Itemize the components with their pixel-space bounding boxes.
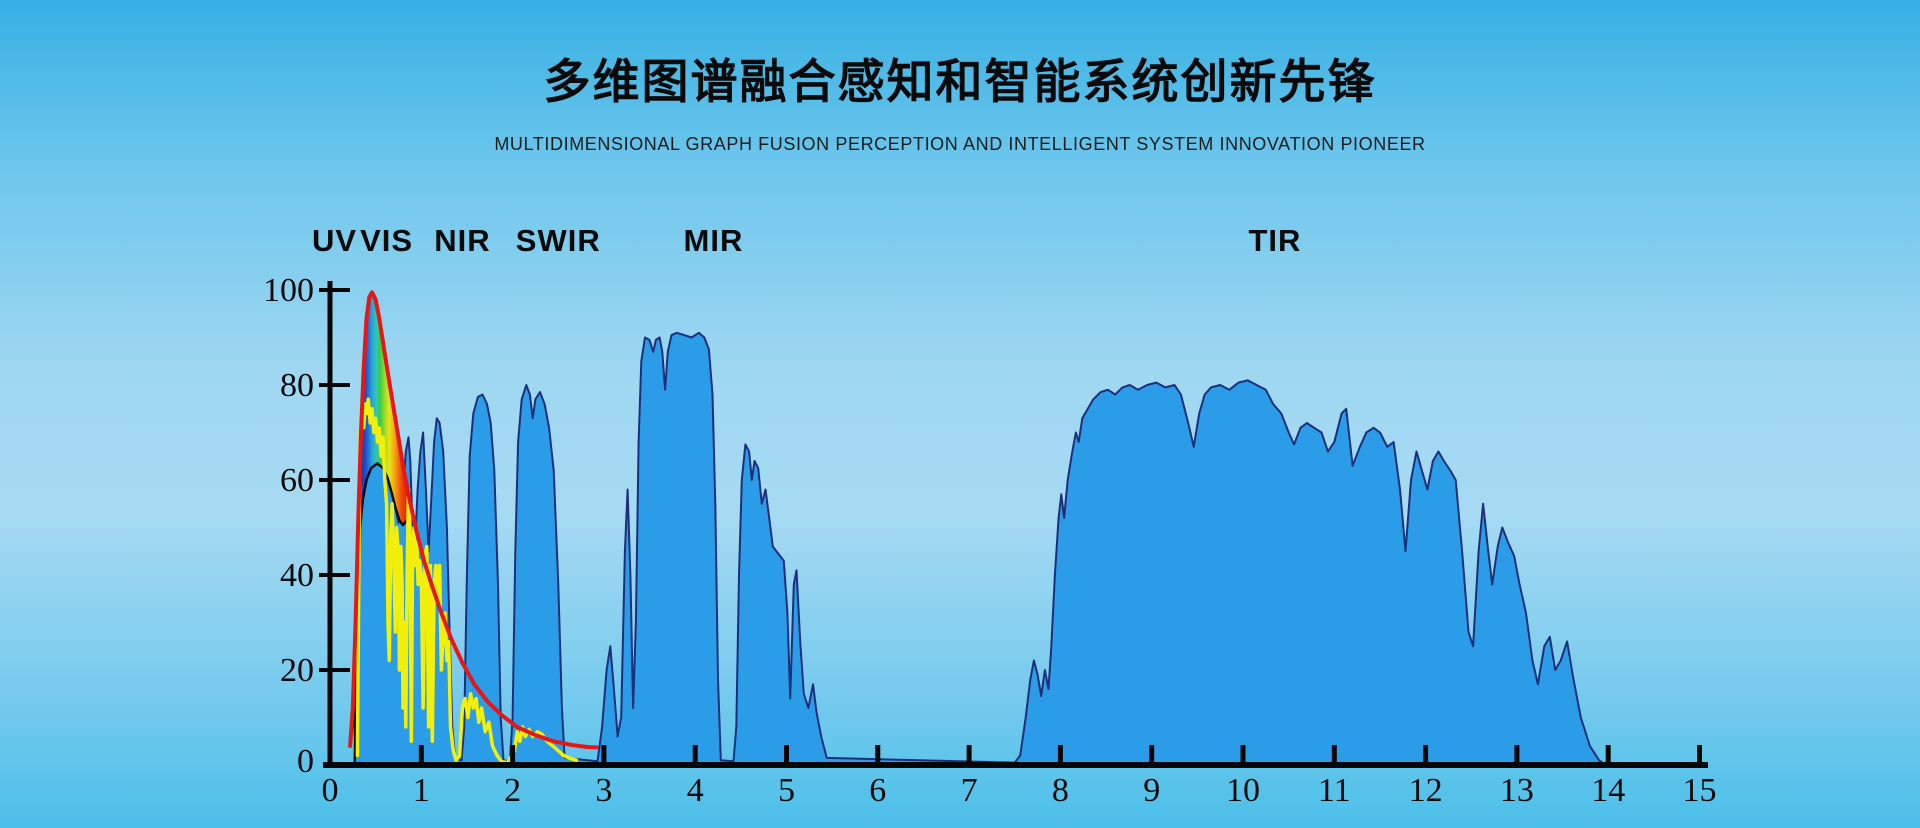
x-tick-label-15: 15 xyxy=(1683,772,1717,809)
page-subtitle: MULTIDIMENSIONAL GRAPH FUSION PERCEPTION… xyxy=(494,133,1426,154)
y-tick-label-60: 60 xyxy=(280,462,314,499)
band-label-tir: TIR xyxy=(1248,223,1301,258)
x-tick-label-0: 0 xyxy=(322,772,339,809)
x-tick-label-1: 1 xyxy=(413,772,430,809)
blackbody-envelope-curve xyxy=(348,290,599,750)
band-label-nir: NIR xyxy=(434,223,490,258)
x-tick-label-6: 6 xyxy=(869,772,886,809)
band-label-swir: SWIR xyxy=(516,223,601,258)
x-tick-label-5: 5 xyxy=(778,772,795,809)
header: 多维图谱融合感知和智能系统创新先锋 MULTIDIMENSIONAL GRAPH… xyxy=(0,0,1920,155)
x-tick-label-9: 9 xyxy=(1143,772,1160,809)
x-tick-label-7: 7 xyxy=(961,772,978,809)
y-tick-label-20: 20 xyxy=(280,652,314,689)
page-title: 多维图谱融合感知和智能系统创新先锋 xyxy=(543,55,1377,108)
y-tick-label-100: 100 xyxy=(263,272,314,309)
band-label-vis: VIS xyxy=(360,223,413,258)
x-tick-label-10: 10 xyxy=(1226,772,1260,809)
x-tick-label-14: 14 xyxy=(1591,772,1625,809)
x-tick-label-8: 8 xyxy=(1052,772,1069,809)
x-tick-label-4: 4 xyxy=(687,772,704,809)
y-tick-label-40: 40 xyxy=(280,557,314,594)
band-label-uv: UV xyxy=(312,223,357,258)
x-tick-label-12: 12 xyxy=(1409,772,1443,809)
y-tick-label-80: 80 xyxy=(280,367,314,404)
x-tick-label-3: 3 xyxy=(595,772,612,809)
band-label-mir: MIR xyxy=(684,223,744,258)
x-tick-label-11: 11 xyxy=(1318,772,1351,809)
y-tick-label-0: 0 xyxy=(297,743,314,780)
x-tick-label-13: 13 xyxy=(1500,772,1534,809)
transmission-windows-area xyxy=(353,331,1607,766)
x-tick-label-2: 2 xyxy=(504,772,521,809)
